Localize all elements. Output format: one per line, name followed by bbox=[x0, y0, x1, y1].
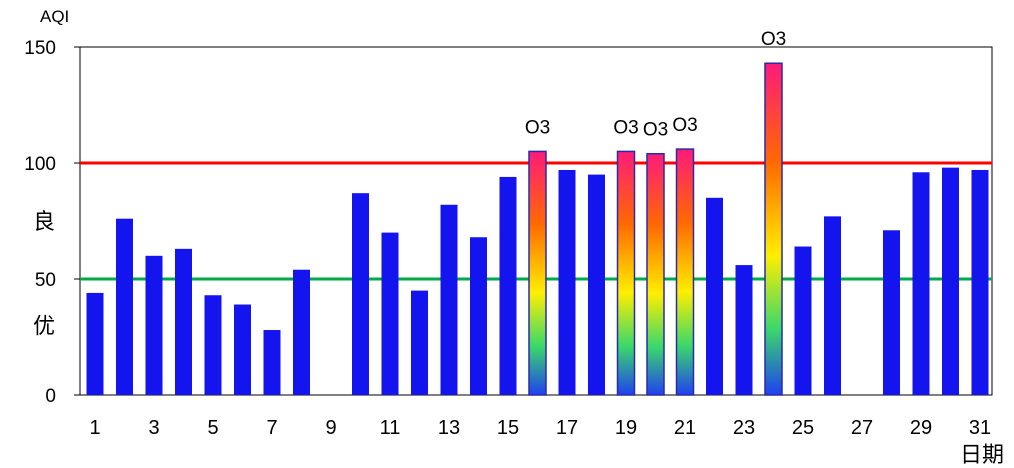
bar-day-16 bbox=[528, 150, 547, 396]
x-tick-label: 29 bbox=[910, 417, 932, 439]
x-tick-label: 11 bbox=[380, 417, 401, 439]
band-label: 优 bbox=[33, 313, 55, 338]
y-tick-label: 150 bbox=[24, 38, 56, 59]
y-axis-label: AQI bbox=[40, 7, 69, 26]
x-tick-label: 19 bbox=[615, 417, 637, 439]
x-tick-label: 17 bbox=[556, 417, 578, 439]
bar-day-29 bbox=[912, 172, 930, 395]
bar-day-18 bbox=[588, 174, 605, 395]
bar-day-31 bbox=[971, 169, 989, 395]
bar-day-2 bbox=[116, 218, 133, 395]
band-label: 良 bbox=[33, 209, 55, 234]
bar-day-24 bbox=[764, 62, 783, 396]
bar-day-7 bbox=[263, 330, 281, 395]
y-axis-ticks: 0 50 100 150 bbox=[24, 38, 80, 407]
x-axis-ticks: 1 3 5 7 9 11 13 15 17 19 21 23 25 27 29 31 bbox=[89, 417, 991, 439]
x-tick-label: 9 bbox=[325, 417, 336, 439]
x-tick-label: 13 bbox=[438, 417, 460, 439]
bar-day-15 bbox=[499, 176, 517, 395]
bar-day-6 bbox=[234, 304, 251, 395]
bar-day-1 bbox=[86, 292, 104, 395]
x-tick-label: 5 bbox=[207, 417, 218, 439]
bar-day-22 bbox=[706, 197, 723, 395]
x-tick-label: 25 bbox=[792, 417, 814, 439]
bar-day-8 bbox=[293, 269, 310, 395]
band-labels: 良优 bbox=[33, 209, 55, 338]
x-tick-label: 23 bbox=[733, 417, 755, 439]
bar-day-30 bbox=[942, 167, 959, 395]
x-tick-label: 15 bbox=[497, 417, 519, 439]
x-tick-label: 31 bbox=[969, 417, 991, 439]
bar-day-14 bbox=[470, 237, 487, 395]
x-tick-label: 7 bbox=[266, 417, 277, 439]
bar-day-10 bbox=[352, 193, 369, 395]
bar-day-4 bbox=[175, 248, 192, 395]
bar-day-23 bbox=[735, 265, 753, 395]
y-tick-label: 0 bbox=[45, 386, 56, 407]
bar-day-21 bbox=[675, 148, 695, 396]
bar-label-day-20: O3 bbox=[643, 120, 668, 141]
bar-label-day-19: O3 bbox=[613, 117, 638, 138]
x-tick-label: 21 bbox=[674, 417, 696, 439]
bar-series bbox=[86, 62, 989, 396]
bar-day-19 bbox=[616, 150, 636, 396]
bar-label-day-16: O3 bbox=[525, 117, 550, 138]
bar-day-20 bbox=[646, 152, 665, 396]
bar-day-25 bbox=[794, 246, 812, 395]
bar-day-5 bbox=[204, 295, 222, 395]
bar-day-17 bbox=[558, 169, 576, 395]
bar-day-11 bbox=[381, 232, 399, 395]
y-tick-label: 50 bbox=[35, 270, 56, 291]
bar-day-12 bbox=[411, 290, 428, 395]
x-tick-label: 1 bbox=[89, 417, 100, 439]
y-tick-label: 100 bbox=[24, 154, 56, 175]
x-tick-label: 27 bbox=[851, 417, 873, 439]
bar-day-28 bbox=[883, 230, 900, 395]
bar-day-13 bbox=[440, 204, 458, 395]
bar-label-day-21: O3 bbox=[672, 115, 697, 136]
bar-label-day-24: O3 bbox=[761, 29, 786, 50]
bar-day-3 bbox=[145, 255, 163, 395]
bar-day-26 bbox=[824, 216, 841, 395]
x-tick-label: 3 bbox=[148, 417, 159, 439]
x-axis-label: 日期 bbox=[960, 442, 1004, 467]
